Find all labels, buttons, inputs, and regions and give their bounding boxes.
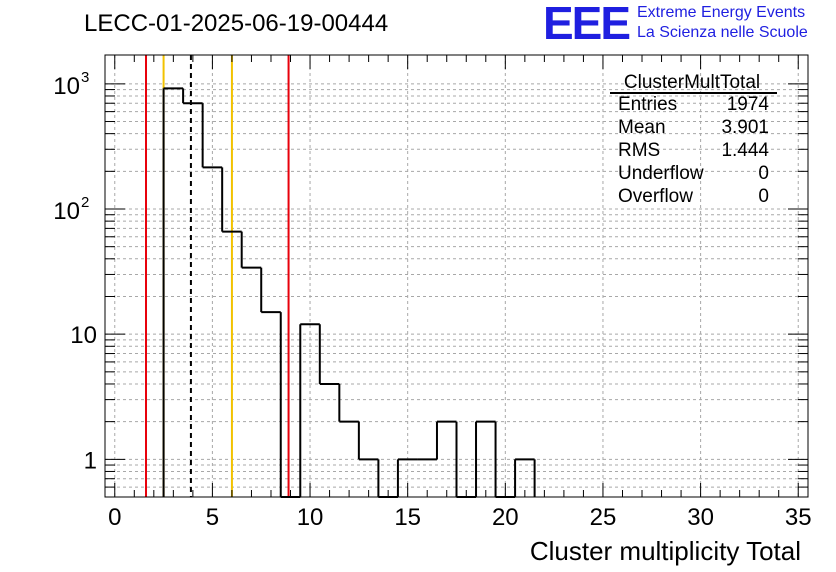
y-tick-label: 10 bbox=[70, 322, 97, 349]
stats-row-label: Entries bbox=[618, 94, 677, 115]
stats-row-value: 0 bbox=[758, 163, 769, 184]
stats-row-value: 0 bbox=[758, 186, 769, 207]
y-tick-label: 10 bbox=[53, 73, 80, 100]
plot-border bbox=[104, 54, 809, 498]
logo-caption-line2: La Scienza nelle Scuole bbox=[637, 24, 808, 41]
logo-caption: Extreme Energy Events La Scienza nelle S… bbox=[637, 3, 808, 43]
y-tick-label: 1 bbox=[84, 447, 97, 474]
x-tick-label: 10 bbox=[297, 504, 324, 531]
x-tick-label: 25 bbox=[590, 504, 617, 531]
eee-logo: EEE bbox=[543, 0, 631, 49]
stats-row-label: Underflow bbox=[618, 163, 704, 184]
logo-caption-line1: Extreme Energy Events bbox=[637, 4, 806, 21]
x-axis-label: Cluster multiplicity Total bbox=[530, 536, 801, 566]
x-axis: 0 5 10 15 20 25 30 35 bbox=[108, 55, 812, 531]
y-tick-exponent: 3 bbox=[81, 69, 89, 86]
stats-row-value: 1974 bbox=[727, 94, 770, 115]
stats-row-label: Overflow bbox=[618, 186, 693, 207]
y-tick-exponent: 2 bbox=[81, 194, 89, 211]
y-tick-label: 10 bbox=[53, 198, 80, 225]
grid-lines bbox=[105, 55, 808, 498]
stats-row-value: 1.444 bbox=[721, 140, 769, 161]
histogram-bars bbox=[162, 87, 536, 498]
x-tick-label: 15 bbox=[394, 504, 421, 531]
x-tick-label: 20 bbox=[492, 504, 519, 531]
stats-box-title: ClusterMultTotal bbox=[624, 72, 760, 93]
stats-row-value: 3.901 bbox=[721, 117, 769, 138]
x-tick-label: 5 bbox=[206, 504, 219, 531]
x-tick-label: 30 bbox=[687, 504, 714, 531]
x-tick-label: 35 bbox=[785, 504, 812, 531]
plot-frame bbox=[104, 54, 809, 498]
stats-row-label: Mean bbox=[618, 117, 666, 138]
stats-row-label: RMS bbox=[618, 140, 660, 161]
x-tick-label: 0 bbox=[108, 504, 121, 531]
chart-title: LECC-01-2025-06-19-00444 bbox=[84, 10, 389, 37]
